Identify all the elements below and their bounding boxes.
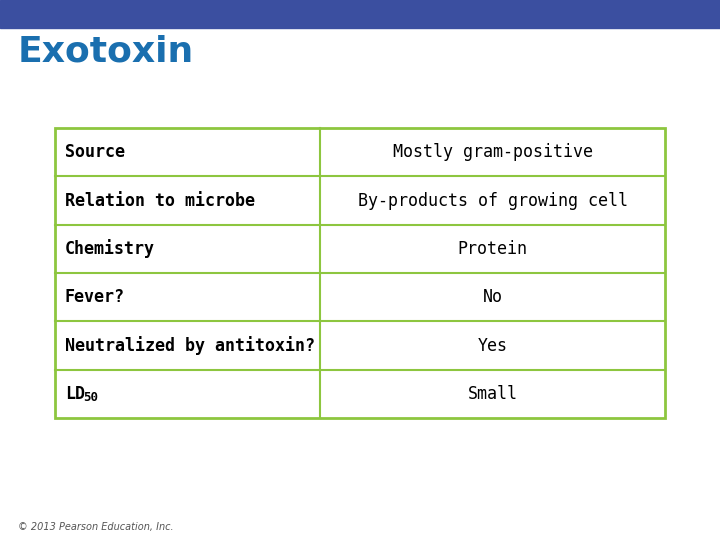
Text: 50: 50	[83, 392, 98, 404]
Text: By-products of growing cell: By-products of growing cell	[358, 192, 628, 210]
Text: No: No	[482, 288, 503, 306]
Text: Mostly gram-positive: Mostly gram-positive	[392, 143, 593, 161]
Text: LD: LD	[65, 385, 85, 403]
Text: © 2013 Pearson Education, Inc.: © 2013 Pearson Education, Inc.	[18, 522, 174, 532]
Text: Yes: Yes	[477, 336, 508, 354]
Text: Fever?: Fever?	[65, 288, 125, 306]
Text: Chemistry: Chemistry	[65, 239, 155, 258]
Text: Relation to microbe: Relation to microbe	[65, 192, 255, 210]
Text: Exotoxin: Exotoxin	[18, 34, 194, 68]
Text: Small: Small	[468, 385, 518, 403]
Bar	[0, 0, 720, 28]
Text: Neutralized by antitoxin?: Neutralized by antitoxin?	[65, 336, 315, 355]
Text: Protein: Protein	[458, 240, 528, 258]
Bar	[55, 128, 665, 418]
Text: Source: Source	[65, 143, 125, 161]
